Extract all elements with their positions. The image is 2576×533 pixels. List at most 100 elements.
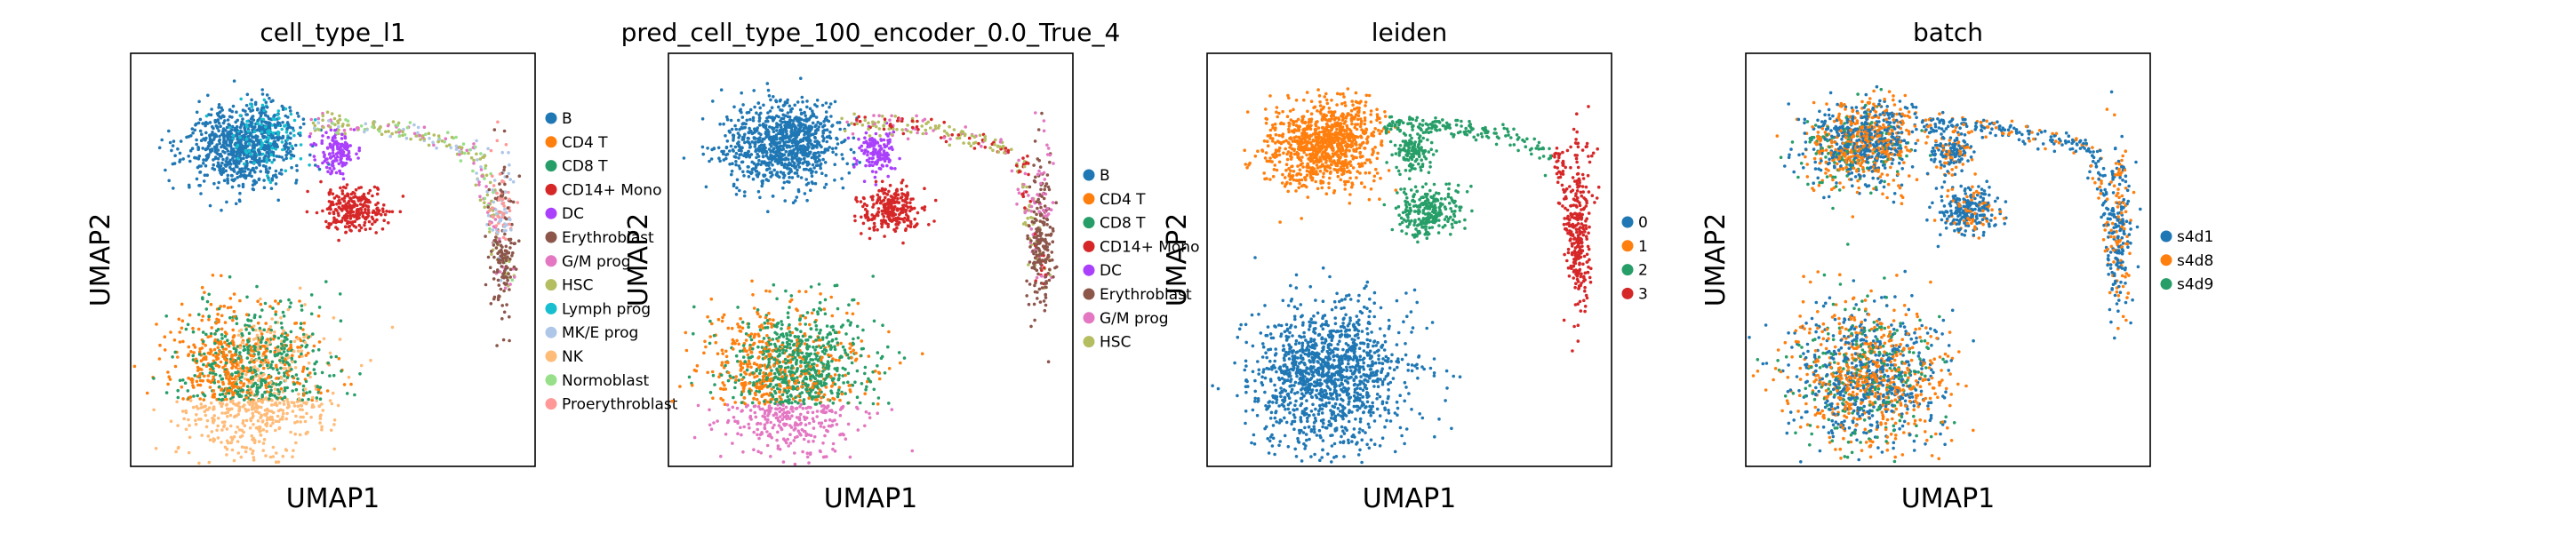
scatter-point bbox=[786, 123, 789, 127]
scatter-point bbox=[214, 124, 219, 128]
scatter-point bbox=[234, 155, 237, 158]
scatter-point bbox=[329, 200, 333, 204]
scatter-point bbox=[178, 151, 182, 155]
scatter-point bbox=[376, 201, 380, 205]
scatter-point bbox=[805, 198, 809, 203]
scatter-point bbox=[279, 366, 283, 370]
scatter-point bbox=[994, 138, 997, 142]
scatter-point bbox=[281, 147, 284, 152]
scatter-point bbox=[838, 127, 842, 131]
scatter-point bbox=[916, 128, 920, 131]
scatter-point bbox=[888, 211, 892, 216]
scatter-point bbox=[152, 377, 156, 380]
scatter-point bbox=[492, 184, 496, 187]
scatter-point bbox=[743, 190, 747, 194]
scatter-point bbox=[318, 386, 323, 389]
scatter-point bbox=[227, 391, 231, 395]
scatter-point bbox=[492, 190, 495, 195]
scatter-point bbox=[228, 350, 232, 354]
scatter-point bbox=[282, 367, 286, 370]
scatter-point bbox=[1001, 144, 1005, 148]
scatter-point bbox=[729, 118, 733, 123]
scatter-point bbox=[742, 194, 747, 198]
scatter-point bbox=[795, 158, 799, 162]
scatter-point bbox=[347, 123, 350, 127]
scatter-point bbox=[273, 335, 276, 338]
scatter-point bbox=[244, 109, 247, 113]
scatter-point bbox=[388, 210, 392, 214]
scatter-point bbox=[757, 158, 761, 163]
scatter-point bbox=[226, 149, 230, 153]
scatter-point bbox=[359, 124, 364, 128]
scatter-point bbox=[330, 112, 334, 115]
scatter-point bbox=[309, 117, 314, 122]
scatter-point bbox=[285, 371, 289, 375]
legend-marker bbox=[545, 279, 557, 291]
scatter-point bbox=[276, 145, 280, 148]
scatter-point bbox=[800, 95, 804, 99]
scatter-point bbox=[267, 361, 270, 365]
scatter-point bbox=[1044, 237, 1047, 242]
scatter-point bbox=[877, 127, 882, 131]
scatter-point bbox=[508, 257, 512, 261]
scatter-point bbox=[734, 163, 738, 167]
scatter-point bbox=[871, 120, 875, 124]
scatter-point bbox=[875, 163, 879, 166]
scatter-point bbox=[467, 151, 470, 155]
scatter-point bbox=[427, 143, 431, 147]
scatter-point bbox=[868, 145, 871, 148]
scatter-point bbox=[729, 144, 733, 148]
scatter-point bbox=[904, 197, 908, 201]
scatter-point bbox=[250, 105, 254, 108]
scatter-point bbox=[264, 167, 268, 171]
scatter-point bbox=[363, 130, 366, 134]
scatter-point bbox=[251, 375, 255, 379]
scatter-point bbox=[274, 428, 277, 433]
scatter-point bbox=[508, 237, 513, 242]
scatter-point bbox=[872, 228, 876, 232]
scatter-point bbox=[316, 121, 321, 124]
scatter-point bbox=[226, 338, 229, 343]
scatter-point bbox=[145, 391, 149, 395]
scatter-point bbox=[211, 131, 214, 134]
scatter-point bbox=[837, 121, 842, 124]
scatter-point bbox=[228, 306, 233, 309]
scatter-point bbox=[879, 138, 883, 141]
legend-label: B bbox=[562, 110, 572, 128]
scatter-point bbox=[993, 143, 996, 147]
scatter-point bbox=[231, 133, 236, 138]
scatter-point bbox=[181, 397, 185, 401]
scatter-point bbox=[220, 342, 223, 346]
scatter-point bbox=[152, 408, 156, 412]
scatter-point bbox=[231, 393, 236, 397]
scatter-point bbox=[910, 119, 915, 123]
scatter-point bbox=[283, 362, 287, 367]
scatter-point bbox=[204, 307, 209, 311]
scatter-point bbox=[245, 162, 249, 165]
scatter-point bbox=[730, 169, 734, 173]
scatter-point bbox=[205, 299, 210, 304]
scatter-point bbox=[1032, 235, 1036, 239]
scatter-point bbox=[276, 419, 281, 424]
scatter-point bbox=[216, 156, 220, 161]
scatter-point bbox=[861, 195, 866, 200]
scatter-point bbox=[737, 136, 740, 139]
scatter-point bbox=[864, 139, 868, 144]
scatter-point bbox=[386, 123, 390, 128]
scatter-points bbox=[670, 76, 1059, 466]
scatter-point bbox=[220, 155, 224, 158]
scatter-point bbox=[948, 143, 952, 147]
scatter-point bbox=[204, 357, 208, 362]
scatter-point bbox=[250, 357, 254, 362]
scatter-point bbox=[883, 117, 887, 121]
scatter-point bbox=[876, 227, 879, 232]
scatter-point bbox=[905, 184, 908, 188]
scatter-point bbox=[205, 173, 209, 177]
scatter-point bbox=[213, 338, 218, 342]
scatter-point bbox=[488, 222, 492, 226]
scatter-point bbox=[197, 155, 202, 158]
scatter-point bbox=[781, 147, 786, 151]
scatter-point bbox=[738, 166, 742, 171]
scatter-point bbox=[214, 322, 218, 325]
scatter-point bbox=[309, 312, 314, 316]
